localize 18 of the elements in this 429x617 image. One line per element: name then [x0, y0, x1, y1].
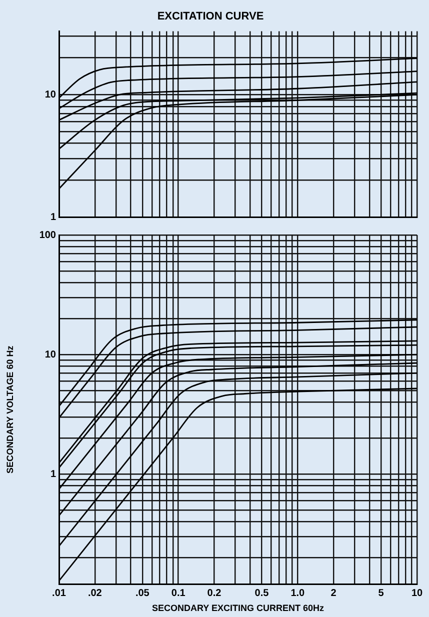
x-tick-label: 0.5 [254, 588, 270, 599]
x-tick-label: 0.1 [171, 588, 186, 599]
y-tick-label: 10 [44, 89, 56, 100]
x-axis-title: SECONDARY EXCITING CURRENT 60Hz [152, 603, 325, 614]
y-axis-title: SECONDARY VOLTAGE 60 Hz [4, 345, 15, 474]
y-tick-label: 1 [50, 212, 56, 223]
x-tick-label: 2 [330, 588, 337, 599]
x-tick-label: 1.0 [290, 588, 306, 599]
x-tick-label: .05 [135, 588, 150, 599]
x-tick-label: .01 [52, 588, 66, 599]
x-tick-label: 10 [411, 588, 423, 599]
y-tick-label: 1 [50, 468, 56, 480]
x-tick-label: .02 [88, 588, 102, 599]
y-tick-label: 100 [39, 230, 56, 241]
chart-title: EXCITATION CURVE [157, 10, 264, 23]
y-tick-label: 10 [44, 349, 56, 360]
x-tick-label: 5 [378, 588, 384, 599]
x-tick-label: 0.2 [207, 588, 222, 599]
